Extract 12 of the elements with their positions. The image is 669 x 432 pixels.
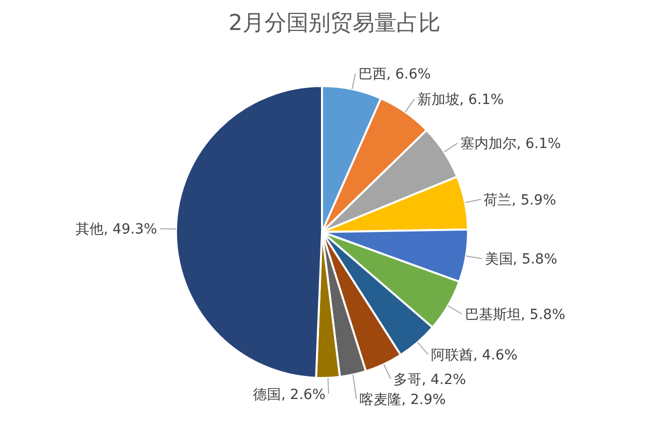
- slice-label: 德国, 2.6%: [253, 386, 326, 403]
- slice-label: 美国, 5.8%: [484, 252, 558, 268]
- slice-label: 巴西, 6.6%: [358, 66, 431, 82]
- slice-label: 新加坡, 6.1%: [417, 92, 504, 108]
- chart-title: 2月分国别贸易量占比: [228, 11, 440, 36]
- slice-label: 塞内加尔, 6.1%: [460, 136, 561, 152]
- slice-label: 其他, 49.3%: [76, 222, 158, 238]
- slice-label: 喀麦隆, 2.9%: [359, 392, 446, 408]
- slice-label: 阿联酋, 4.6%: [431, 347, 518, 364]
- slice-label: 巴基斯坦, 5.8%: [464, 306, 566, 323]
- slice-label: 多哥, 4.2%: [394, 372, 466, 388]
- slice-label: 荷兰, 5.9%: [484, 192, 556, 208]
